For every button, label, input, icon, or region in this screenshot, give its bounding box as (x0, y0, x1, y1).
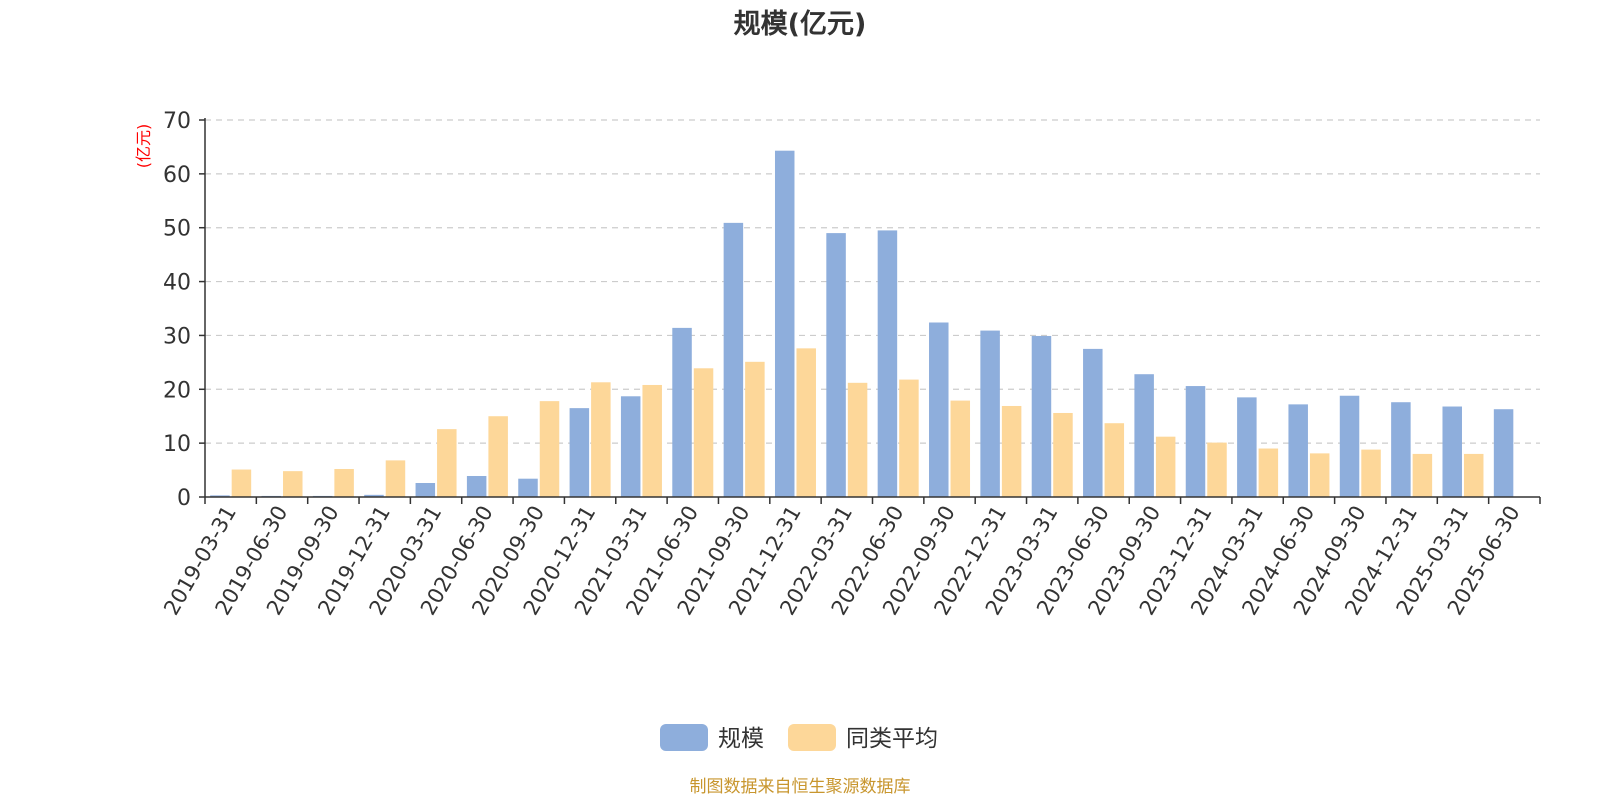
bar-scale[interactable] (569, 408, 590, 497)
bar-scale[interactable] (210, 495, 230, 497)
bar-peer-average[interactable] (488, 416, 508, 497)
bar-peer-average[interactable] (1053, 412, 1073, 497)
bar-peer-average[interactable] (745, 361, 765, 497)
grid-lines (205, 119, 1540, 444)
bar-scale[interactable] (1391, 402, 1411, 497)
legend-item-peer-average[interactable]: 同类平均 (788, 724, 938, 752)
bar-peer-average[interactable] (385, 460, 406, 497)
bar-peer-average[interactable] (1207, 442, 1227, 497)
y-axis-label: (亿元) (134, 124, 153, 169)
bar-peer-average[interactable] (899, 379, 919, 497)
x-tick-labels: 2019-03-312019-06-302019-09-302019-12-31… (159, 502, 1524, 620)
bar-scale[interactable] (1237, 397, 1257, 497)
bar-scale[interactable] (826, 233, 846, 497)
bar-peer-average[interactable] (334, 468, 354, 497)
legend-label-scale: 规模 (718, 726, 764, 752)
y-tick-label: 70 (163, 109, 191, 134)
y-tick-label: 10 (163, 432, 191, 457)
bar-scale[interactable] (364, 494, 384, 497)
legend: 规模 同类平均 (660, 724, 938, 752)
bar-scale[interactable] (415, 482, 436, 497)
bar-scale[interactable] (1493, 409, 1514, 497)
bar-peer-average[interactable] (1258, 448, 1279, 497)
bar-scale[interactable] (1031, 335, 1052, 497)
bar-peer-average[interactable] (1001, 405, 1022, 497)
axes (204, 118, 1541, 504)
bar-scale[interactable] (1288, 404, 1308, 497)
bar-peer-average[interactable] (950, 400, 971, 497)
bar-peer-average[interactable] (283, 471, 303, 497)
bar-scale[interactable] (672, 327, 692, 497)
y-tick-labels: 0 10 20 30 40 50 60 70 (163, 109, 205, 511)
legend-item-scale[interactable]: 规模 (660, 724, 764, 752)
bar-scale[interactable] (877, 230, 898, 497)
y-tick-label: 50 (163, 217, 191, 242)
bar-scale[interactable] (1442, 406, 1462, 497)
bar-peer-average[interactable] (847, 382, 868, 497)
bar-scale[interactable] (1185, 386, 1206, 497)
bar-peer-average[interactable] (231, 469, 252, 497)
legend-swatch-peer-average (788, 724, 836, 751)
bars (210, 150, 1514, 498)
bar-peer-average[interactable] (1309, 453, 1330, 497)
bar-scale[interactable] (1339, 395, 1360, 497)
bar-scale[interactable] (980, 330, 1000, 497)
bar-scale[interactable] (1134, 374, 1154, 497)
bar-peer-average[interactable] (796, 348, 816, 497)
legend-label-peer-average: 同类平均 (846, 726, 938, 752)
bar-peer-average[interactable] (539, 401, 560, 497)
bar-scale[interactable] (723, 222, 744, 498)
bar-scale[interactable] (466, 475, 487, 497)
y-tick-label: 30 (163, 324, 191, 349)
bar-peer-average[interactable] (1155, 436, 1176, 497)
bar-peer-average[interactable] (591, 382, 611, 497)
bar-peer-average[interactable] (1412, 453, 1433, 497)
bar-peer-average[interactable] (642, 384, 662, 497)
bar-peer-average[interactable] (437, 429, 457, 497)
bar-peer-average[interactable] (1463, 453, 1484, 497)
bar-peer-average[interactable] (1104, 423, 1125, 497)
bar-scale[interactable] (774, 150, 795, 497)
bar-scale[interactable] (620, 396, 641, 497)
chart-title: 规模(亿元) (734, 9, 867, 40)
bar-scale[interactable] (929, 322, 949, 497)
bar-peer-average[interactable] (693, 368, 714, 497)
y-tick-label: 60 (163, 163, 191, 188)
y-tick-label: 40 (163, 271, 191, 296)
y-tick-label: 0 (177, 486, 191, 511)
bar-peer-average[interactable] (1361, 449, 1381, 497)
source-note: 制图数据来自恒生聚源数据库 (690, 777, 911, 797)
y-tick-label: 20 (163, 378, 191, 403)
legend-swatch-scale (660, 724, 708, 751)
bar-scale[interactable] (1083, 348, 1103, 497)
bar-scale[interactable] (518, 478, 538, 497)
